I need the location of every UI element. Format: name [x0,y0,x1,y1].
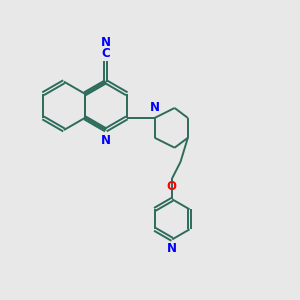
Text: N: N [150,101,160,114]
Text: N: N [101,36,111,49]
Text: C: C [101,46,110,60]
Text: N: N [167,242,177,255]
Text: N: N [101,134,111,146]
Text: O: O [166,180,176,193]
